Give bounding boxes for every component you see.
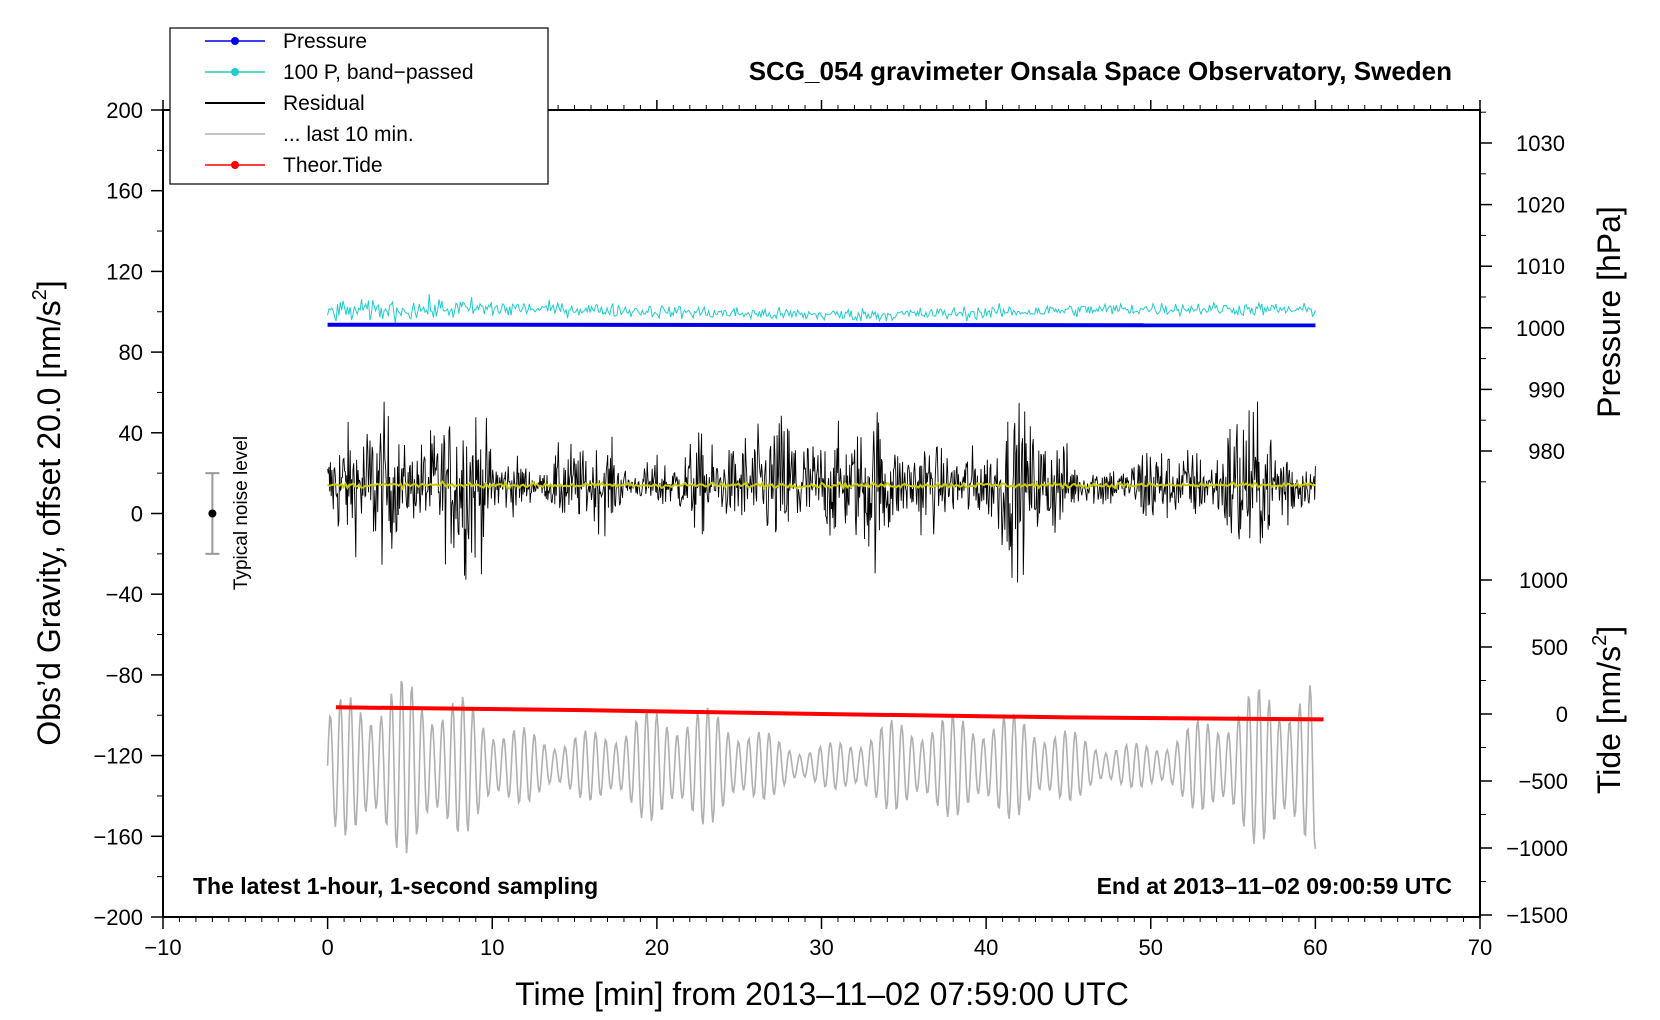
tide-axis-label: Tide [nm/s2] (1589, 626, 1627, 794)
y-axis-label-close: ] (31, 280, 67, 289)
pressure-tick-label: 990 (1528, 377, 1565, 402)
noise-level-bar (205, 472, 220, 555)
x-tick-label: 30 (809, 935, 833, 960)
legend-marker (231, 37, 239, 45)
residual-series (327, 401, 1316, 583)
sampling-note: The latest 1‑hour, 1‑second sampling (193, 873, 598, 899)
legend: Pressure 100 P, band−passed Residual ... la… (169, 27, 549, 185)
x-tick-label: 70 (1468, 935, 1492, 960)
y-tick-label: −120 (93, 744, 143, 769)
pressure-tick-label: 1000 (1516, 316, 1565, 341)
y-axis-label-sup: 2 (29, 289, 51, 300)
bandpassed-pressure-series (327, 294, 1316, 324)
legend-entry-label: Pressure (283, 30, 367, 53)
tide-tick-label: 0 (1556, 702, 1568, 727)
y-tick-label: −200 (93, 905, 143, 930)
x-tick-label: −10 (144, 935, 181, 960)
axes: −10 0 10 20 30 40 50 60 7020016012080400−40−80−1… (93, 98, 1568, 960)
x-tick-label: 50 (1139, 935, 1163, 960)
residual-mean-series (327, 479, 1316, 491)
plot-area (162, 109, 1481, 918)
y-tick-label: 120 (106, 259, 143, 284)
chart-title: SCG_054 gravimeter Onsala Space Observat… (749, 56, 1452, 86)
pressure-series (327, 322, 1316, 328)
theoretical-tide-series (335, 705, 1324, 722)
tide-tick-label: 1000 (1519, 568, 1568, 593)
y-tick-label: 40 (119, 421, 143, 446)
legend-entry-label: Residual (283, 92, 365, 115)
last-10-min-series (326, 680, 1317, 854)
y-tick-label: 160 (106, 179, 143, 204)
y-axis-label: Obs’d Gravity, offset 20.0 [nm/s2] (29, 280, 67, 745)
pressure-tick-label: 1030 (1516, 131, 1565, 156)
pressure-tick-label: 980 (1528, 439, 1565, 464)
end-time-note: End at 2013–11–02 09:00:59 UTC (1097, 873, 1452, 899)
legend-marker (231, 68, 239, 76)
x-tick-label: 40 (974, 935, 998, 960)
pressure-axis-label: Pressure [hPa] (1591, 206, 1627, 418)
x-axis-label: Time [min] from 2013–11–02 07:59:00 UTC (515, 976, 1129, 1012)
tide-tick-label: 500 (1531, 635, 1568, 660)
tide-axis-label-main: Tide [nm/s (1591, 646, 1627, 794)
tide-axis-label-sup: 2 (1589, 635, 1611, 646)
x-tick-label: 60 (1303, 935, 1327, 960)
tide-tick-label: −500 (1518, 769, 1568, 794)
pressure-tick-label: 1010 (1516, 254, 1565, 279)
y-tick-label: −160 (93, 824, 143, 849)
tide-tick-label: −1500 (1506, 903, 1568, 928)
legend-entry-label: Theor.Tide (283, 154, 383, 177)
y-tick-label: −40 (106, 582, 143, 607)
y-tick-label: 0 (131, 502, 143, 527)
y-tick-label: 80 (119, 340, 143, 365)
noise-bar-center-dot (208, 509, 217, 518)
y-tick-label: −80 (106, 663, 143, 688)
legend-entry-label: 100 P, band−passed (283, 61, 474, 84)
legend-marker (231, 161, 239, 169)
series-layer (326, 294, 1324, 854)
y-tick-label: 200 (106, 98, 143, 123)
noise-level-label: Typical noise level (231, 436, 252, 590)
tide-axis-label-close: ] (1591, 626, 1627, 635)
legend-box (169, 27, 549, 185)
legend-entry-label: ... last 10 min. (283, 123, 414, 146)
x-tick-label: 0 (322, 935, 334, 960)
y-axis-label-main: Obs’d Gravity, offset 20.0 [nm/s (31, 300, 67, 745)
x-tick-label: 10 (480, 935, 504, 960)
x-tick-label: 20 (645, 935, 669, 960)
tide-tick-label: −1000 (1506, 836, 1568, 861)
pressure-tick-label: 1020 (1516, 193, 1565, 218)
